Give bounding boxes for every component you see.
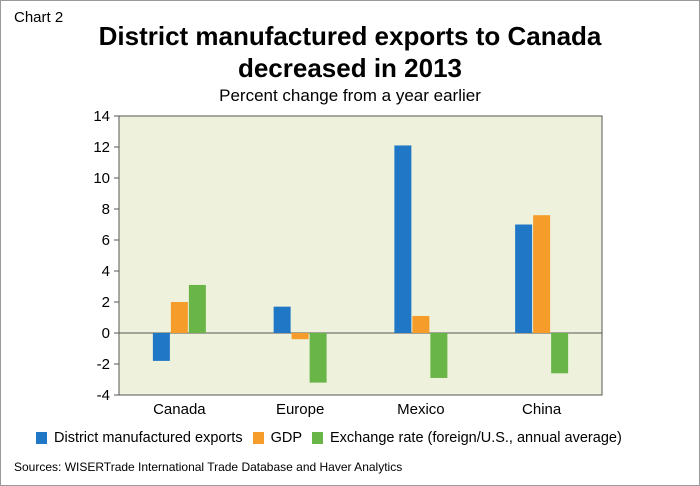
bar-district-exports <box>515 224 533 333</box>
bar-district-exports <box>394 145 412 333</box>
x-tick-label: China <box>522 401 562 418</box>
chart-title-line-2: decreased in 2013 <box>237 53 463 83</box>
chart-title: District manufactured exports to Canada … <box>0 20 700 84</box>
legend-swatch <box>252 432 264 444</box>
bar-gdp <box>412 315 430 333</box>
legend-item: GDP <box>252 430 302 446</box>
x-tick-label: Mexico <box>397 401 445 418</box>
y-tick-label: -4 <box>97 387 110 404</box>
legend-label: District manufactured exports <box>54 430 243 446</box>
y-tick-label: -2 <box>97 356 110 373</box>
legend-item: District manufactured exports <box>36 430 243 446</box>
legend-swatch <box>36 432 47 444</box>
y-tick-label: 10 <box>93 170 110 187</box>
y-tick-label: 2 <box>102 294 110 311</box>
x-tick-label: Europe <box>276 401 324 418</box>
bar-gdp <box>291 333 309 340</box>
y-tick-label: 0 <box>102 325 110 342</box>
y-tick-label: 4 <box>102 263 110 280</box>
bar-exchange-rate <box>188 284 206 333</box>
chart-subtitle: Percent change from a year earlier <box>219 86 481 105</box>
y-tick-label: 6 <box>102 232 110 249</box>
legend-item: Exchange rate (foreign/U.S., annual aver… <box>312 430 622 446</box>
x-tick-label: Canada <box>153 401 206 418</box>
bar-exchange-rate <box>309 333 327 383</box>
chart-title-line-1: District manufactured exports to Canada <box>98 21 602 51</box>
y-tick-label: 12 <box>93 139 110 156</box>
y-tick-label: 14 <box>93 108 110 125</box>
legend-label: Exchange rate (foreign/U.S., annual aver… <box>330 430 622 446</box>
bar-gdp <box>533 215 551 333</box>
y-tick-label: 8 <box>102 201 110 218</box>
bar-district-exports <box>273 306 291 333</box>
legend-swatch <box>312 432 323 444</box>
bar-gdp <box>170 302 188 333</box>
bar-exchange-rate <box>430 333 448 378</box>
legend-label: GDP <box>270 430 302 446</box>
source-note: Sources: WISERTrade International Trade … <box>14 460 403 474</box>
bar-exchange-rate <box>551 333 569 374</box>
chart-legend: District manufactured exports GDP Exchange… <box>36 430 632 446</box>
chart-number-label: Chart 2 <box>14 9 64 26</box>
bar-district-exports <box>152 333 170 361</box>
